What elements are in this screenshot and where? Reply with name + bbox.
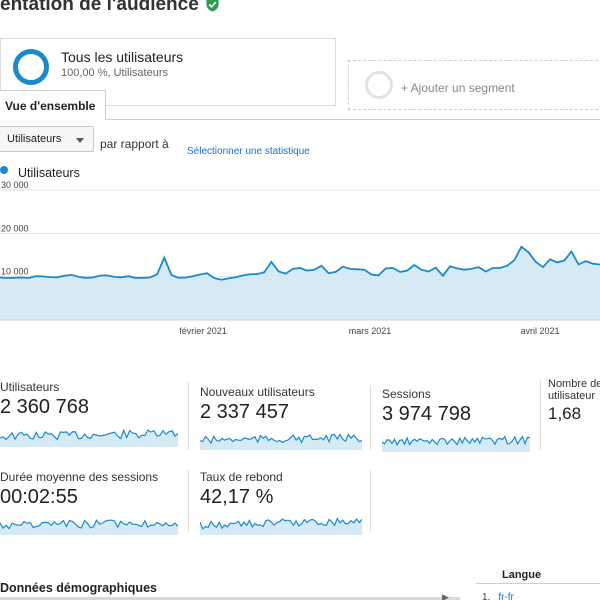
sparkline-line (0, 519, 178, 530)
language-rank: 1. (482, 592, 491, 600)
card-divider (540, 380, 541, 450)
sparkline-line (200, 433, 362, 445)
sparkline-line (382, 435, 530, 447)
metric-value: 00:02:55 (0, 486, 78, 508)
sparkline (200, 433, 362, 450)
legend-label: Utilisateurs (18, 166, 80, 180)
segment-subtitle: 100,00 %, Utilisateurs (61, 67, 168, 79)
y-tick-label: 20 000 (1, 223, 29, 233)
language-link-fr-fr[interactable]: fr-fr (498, 592, 514, 600)
metric-label-line2: utilisateur (548, 390, 596, 402)
metric-avg-session-duration[interactable]: Durée moyenne des sessions 00:02:55 (0, 470, 178, 535)
empty-segment-ring-icon (365, 71, 393, 99)
sparkline (0, 428, 178, 447)
language-divider (476, 583, 600, 584)
add-segment-button[interactable]: + Ajouter un segment (348, 60, 600, 110)
y-tick-label: 10 000 (1, 267, 29, 277)
chevron-down-icon (76, 138, 84, 143)
sparkline (0, 519, 178, 535)
metric-label: Utilisateurs (0, 380, 60, 394)
segment-name: Tous les utilisateurs (61, 49, 184, 65)
metric-select-value: Utilisateurs (7, 133, 62, 145)
metric-select[interactable]: Utilisateurs (0, 126, 94, 152)
select-statistic-link[interactable]: Sélectionner une statistique (187, 146, 310, 157)
segment-ring-icon (13, 49, 49, 85)
arrow-right-icon[interactable]: ▶ (442, 592, 449, 600)
sparkline-area (200, 434, 362, 450)
metric-label: Nombre de (548, 378, 600, 390)
metric-label: Taux de rebond (200, 470, 283, 484)
metric-label: Durée moyenne des sessions (0, 470, 159, 484)
metric-bounce-rate[interactable]: Taux de rebond 42,17 % (200, 470, 362, 535)
verified-check-icon (206, 0, 219, 12)
metric-value: 2 360 768 (0, 396, 89, 418)
compare-label: par rapport à (100, 137, 169, 151)
legend-dot-icon (0, 166, 8, 174)
x-tick-label: mars 2021 (349, 326, 392, 336)
tab-divider (0, 119, 600, 120)
metric-sessions[interactable]: Sessions 3 974 798 (382, 387, 530, 452)
metric-value: 1,68 (548, 404, 582, 423)
page-title: entation de l'audience (0, 0, 220, 16)
metric-value: 42,17 % (200, 486, 274, 508)
tab-overview[interactable]: Vue d'ensemble (0, 90, 106, 120)
metric-sessions-per-user[interactable]: Nombre de utilisateur 1,68 (548, 378, 600, 424)
sparkline-area (382, 436, 530, 452)
sparkline (382, 435, 530, 452)
users-chart: 30 000 20 000 10 000 février 2021 mars 2021 a… (0, 180, 600, 336)
metric-users[interactable]: Utilisateurs 2 360 768 (0, 380, 178, 447)
series-area (0, 246, 600, 320)
sparkline-area (200, 518, 362, 535)
metric-label: Sessions (382, 387, 431, 401)
metric-value: 2 337 457 (200, 401, 289, 423)
language-row: 1. fr-fr (482, 592, 514, 600)
sparkline-line (0, 428, 178, 441)
demographics-bar (0, 597, 460, 600)
card-divider (188, 470, 189, 532)
metric-value: 3 974 798 (382, 403, 471, 425)
metric-label: Nouveaux utilisateurs (200, 385, 315, 399)
metric-new-users[interactable]: Nouveaux utilisateurs 2 337 457 (200, 385, 362, 450)
y-tick-label: 30 000 (1, 180, 29, 190)
series-line (0, 245, 600, 281)
add-segment-label: + Ajouter un segment (401, 81, 515, 95)
x-tick-label: avril 2021 (520, 326, 559, 336)
card-divider (370, 470, 371, 532)
card-divider (370, 386, 371, 450)
language-title: Langue (502, 569, 542, 581)
x-tick-label: février 2021 (179, 326, 227, 336)
card-divider (188, 382, 189, 450)
page-title-text: entation de l'audience (0, 0, 199, 15)
demographics-title: Données démographiques (0, 581, 157, 595)
sparkline (200, 517, 362, 535)
sparkline-line (200, 517, 362, 530)
sparkline-area (0, 520, 178, 535)
